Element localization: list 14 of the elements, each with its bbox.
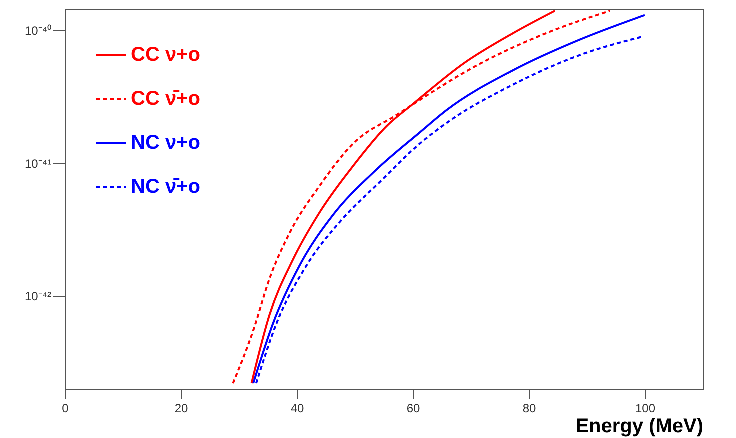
x-tick-label: 80 — [522, 402, 536, 416]
y-tick-label: 10⁻⁴¹ — [25, 156, 52, 171]
legend-label: CC ν̄+o — [131, 88, 200, 110]
y-tick-label: 10⁻⁴⁰ — [24, 24, 52, 38]
x-tick-label: 0 — [62, 402, 70, 416]
x-tick-label: 60 — [406, 402, 420, 416]
x-tick-label: 40 — [290, 402, 304, 416]
legend-label: CC ν+o — [131, 44, 200, 66]
legend-label: NC ν+o — [131, 132, 200, 154]
x-tick-label: 20 — [174, 402, 188, 416]
legend-label: NC ν̄+o — [131, 176, 200, 198]
y-tick-label: 10⁻⁴² — [25, 290, 52, 304]
x-axis-title: Energy (MeV) — [576, 416, 704, 438]
x-tick-label: 100 — [635, 402, 656, 416]
